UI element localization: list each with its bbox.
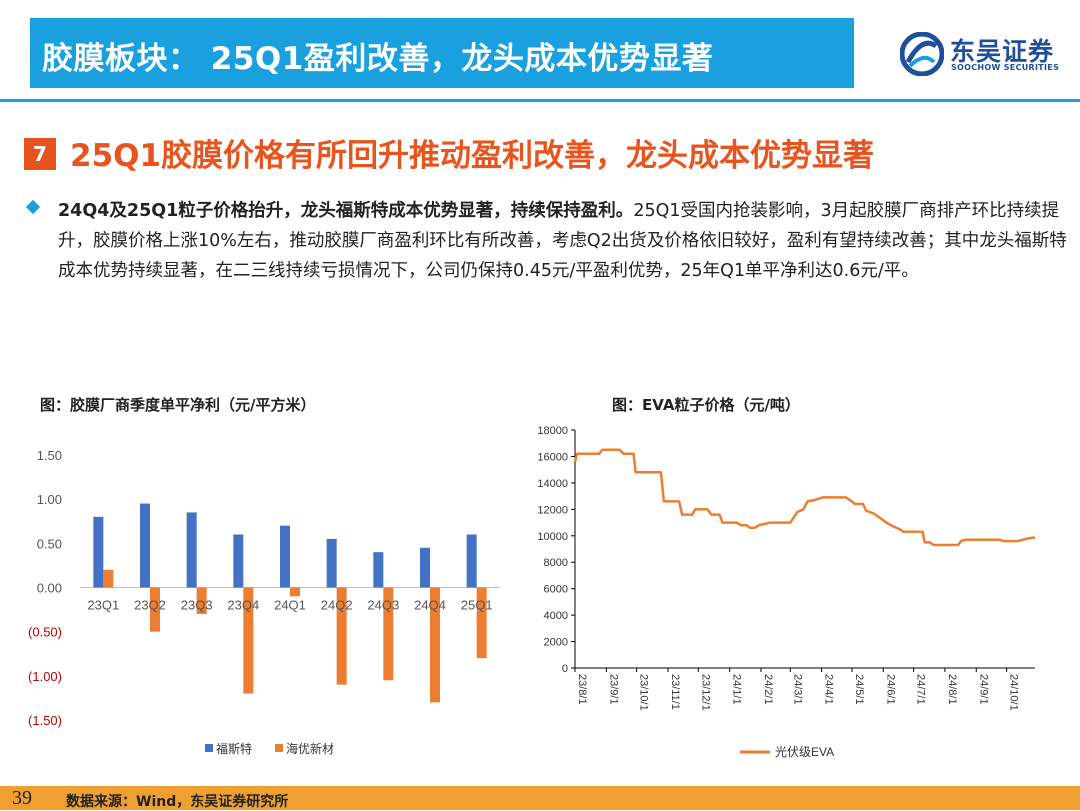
x-tick-label: 24/3/1 bbox=[791, 674, 803, 705]
y-tick-label: 6000 bbox=[544, 584, 568, 596]
x-tick-label: 24/6/1 bbox=[884, 674, 896, 705]
bar-fosterite bbox=[140, 503, 150, 588]
bar-hiuv bbox=[150, 587, 160, 632]
y-tick-label: (1.00) bbox=[28, 669, 62, 684]
y-tick-label: 0.00 bbox=[37, 581, 62, 596]
x-tick-label: 24/9/1 bbox=[977, 674, 989, 705]
bullet-diamond-icon bbox=[25, 199, 41, 215]
y-tick-label: 14000 bbox=[537, 478, 568, 490]
body-paragraph-bold: 24Q4及25Q1粒子价格抬升，龙头福斯特成本优势显著，持续保持盈利。 bbox=[58, 201, 634, 221]
x-tick-label: 23Q2 bbox=[134, 598, 166, 613]
y-tick-label: 8000 bbox=[544, 557, 568, 569]
legend-label: 光伏级EVA bbox=[775, 745, 834, 759]
data-source: 数据来源：Wind，东吴证券研究所 bbox=[66, 794, 289, 810]
bar-hiuv bbox=[336, 587, 347, 685]
net-profit-bar-chart: 1.50 1.00 0.50 0.00 (0.50) (1.00) (1.50) 23Q1 23… bbox=[28, 448, 500, 756]
logo-name-en: SOOCHOW SECURITIES bbox=[951, 63, 1060, 72]
y-tick-label: 18000 bbox=[537, 425, 568, 437]
x-tick-label: 23/9/1 bbox=[607, 674, 619, 705]
x-tick-label: 24/5/1 bbox=[853, 674, 865, 705]
x-tick-label: 24/1/1 bbox=[731, 674, 743, 705]
x-tick-label: 23/8/1 bbox=[576, 674, 588, 705]
x-tick-label: 24/2/1 bbox=[762, 674, 774, 705]
eva-price-line-chart: 0 2000 4000 6000 8000 10000 12000 14000 16000 180… bbox=[537, 425, 1035, 759]
chart-title-eva-price: 图：EVA粒子价格（元/吨） bbox=[612, 396, 800, 414]
bar-fosterite bbox=[186, 512, 197, 588]
x-tick-label: 25Q1 bbox=[461, 598, 493, 613]
x-tick-label: 24Q2 bbox=[321, 598, 353, 613]
x-tick-label: 24Q1 bbox=[274, 598, 306, 613]
bar-fosterite bbox=[373, 552, 384, 588]
y-tick-label: 1.50 bbox=[37, 448, 62, 463]
bar-fosterite bbox=[466, 534, 477, 588]
bar-fosterite bbox=[420, 547, 430, 588]
footer-bar bbox=[0, 786, 1080, 810]
x-tick-label: 24/10/1 bbox=[1008, 674, 1020, 711]
header-divider bbox=[0, 99, 1080, 102]
y-tick-label: 0 bbox=[562, 663, 568, 675]
brand-logo: 东吴证券 SOOCHOW SECURITIES bbox=[900, 30, 1070, 78]
bar-hiuv bbox=[430, 587, 440, 703]
soochow-logo-icon bbox=[900, 32, 944, 76]
y-tick-label: 2000 bbox=[544, 637, 568, 649]
bar-hiuv bbox=[290, 587, 300, 597]
x-tick-label: 23Q1 bbox=[87, 598, 119, 613]
x-tick-label: 23/12/1 bbox=[699, 674, 711, 711]
x-tick-label: 23Q4 bbox=[227, 598, 259, 613]
page-title: 胶膜板块： 25Q1盈利改善，龙头成本优势显著 bbox=[42, 41, 714, 77]
y-tick-label: 0.50 bbox=[37, 536, 62, 551]
bar-hiuv bbox=[476, 587, 487, 659]
bar-hiuv bbox=[103, 569, 114, 588]
y-tick-label: 4000 bbox=[544, 610, 568, 622]
eva-price-series-line bbox=[573, 448, 1035, 547]
x-tick-label: 23Q3 bbox=[181, 598, 213, 613]
legend-swatch bbox=[205, 744, 213, 752]
legend-swatch bbox=[275, 744, 283, 752]
x-tick-label: 24Q3 bbox=[367, 598, 399, 613]
y-tick-label: (1.50) bbox=[28, 713, 62, 728]
bar-hiuv bbox=[196, 587, 207, 614]
bar-fosterite bbox=[233, 534, 244, 588]
bar-fosterite bbox=[280, 525, 290, 588]
body-paragraph: 24Q4及25Q1粒子价格抬升，龙头福斯特成本优势显著，持续保持盈利。25Q1受… bbox=[58, 196, 1068, 286]
x-tick-label: 24/4/1 bbox=[823, 674, 835, 705]
body-paragraph-text: 25Q1受国内抢装影响，3月起胶膜厂商排产环比持续提升，胶膜价格上涨10%左右，… bbox=[58, 201, 1067, 281]
x-tick-label: 23/10/1 bbox=[638, 674, 650, 711]
y-tick-label: 10000 bbox=[537, 531, 568, 543]
x-tick-label: 24/7/1 bbox=[915, 674, 927, 705]
y-tick-label: 12000 bbox=[537, 504, 568, 516]
legend-label: 海优新材 bbox=[286, 741, 334, 756]
y-tick-label: 16000 bbox=[537, 451, 568, 463]
x-tick-label: 23/11/1 bbox=[669, 674, 681, 710]
y-tick-label: 1.00 bbox=[37, 492, 62, 507]
header-title-bar: 胶膜板块： 25Q1盈利改善，龙头成本优势显著 bbox=[30, 18, 854, 88]
chart-title-net-profit: 图：胶膜厂商季度单平净利（元/平方米） bbox=[40, 396, 316, 414]
section-number-badge: 7 bbox=[24, 138, 56, 170]
x-tick-label: 24/8/1 bbox=[946, 674, 958, 705]
bar-fosterite bbox=[93, 516, 104, 588]
y-tick-label: (0.50) bbox=[28, 625, 62, 640]
logo-name-cn: 东吴证券 bbox=[950, 37, 1055, 66]
bar-fosterite bbox=[326, 538, 337, 588]
legend-label: 福斯特 bbox=[216, 741, 252, 756]
section-title: 25Q1胶膜价格有所回升推动盈利改善，龙头成本优势显著 bbox=[70, 138, 875, 174]
bar-hiuv bbox=[383, 587, 394, 681]
page-number: 39 bbox=[12, 787, 32, 809]
bar-hiuv bbox=[243, 587, 254, 694]
x-tick-label: 24Q4 bbox=[414, 598, 446, 613]
